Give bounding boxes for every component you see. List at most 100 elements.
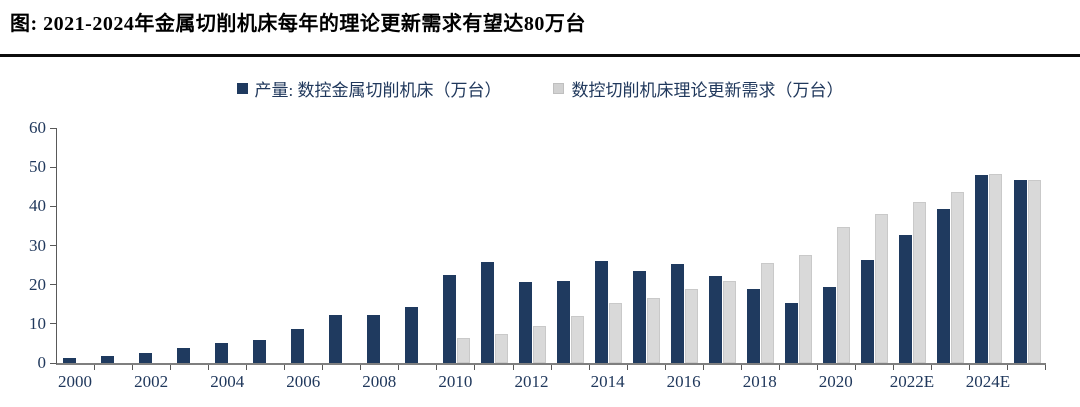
y-axis-label-40: 40 bbox=[29, 196, 46, 216]
legend-label-production: 产量: 数控金属切削机床（万台） bbox=[254, 81, 502, 100]
x-axis-tick-2 bbox=[132, 365, 134, 370]
x-axis-tick-3 bbox=[170, 365, 172, 370]
production-bar-2017 bbox=[709, 276, 723, 363]
production-bar-2004 bbox=[214, 342, 228, 363]
x-axis-tick-18 bbox=[740, 365, 742, 370]
demand-bar-2019 bbox=[799, 255, 813, 363]
demand-bar-2025E bbox=[1027, 179, 1041, 363]
y-axis-tick-10 bbox=[50, 323, 56, 325]
production-bar-2023E bbox=[937, 209, 951, 363]
production-bar-2001 bbox=[100, 356, 114, 363]
x-axis-tick-5 bbox=[246, 365, 248, 370]
production-swatch-icon bbox=[236, 83, 248, 94]
production-bar-2016 bbox=[671, 264, 685, 363]
production-bar-2009 bbox=[404, 306, 418, 363]
title-divider bbox=[0, 54, 1080, 57]
x-axis-tick-13 bbox=[550, 365, 552, 370]
production-bar-2005 bbox=[252, 339, 266, 363]
demand-bar-2020 bbox=[837, 226, 851, 363]
production-bar-2012 bbox=[519, 281, 532, 363]
bar-chart-plot-area bbox=[56, 128, 1046, 365]
production-bar-2020 bbox=[823, 287, 837, 363]
x-axis-label-2024E: 2024E bbox=[965, 372, 1011, 391]
demand-bar-2011 bbox=[494, 333, 508, 363]
x-axis-tick-7 bbox=[322, 365, 324, 370]
x-axis-tick-15 bbox=[626, 365, 628, 370]
demand-swatch-icon bbox=[553, 83, 565, 94]
demand-bar-2010 bbox=[456, 337, 470, 363]
y-axis-tick-20 bbox=[50, 284, 56, 286]
y-axis-label-0: 0 bbox=[37, 353, 47, 372]
y-axis-label-10: 10 bbox=[29, 313, 46, 333]
production-bar-2025E bbox=[1013, 179, 1027, 363]
demand-bar-2017 bbox=[723, 280, 737, 363]
production-bar-2003 bbox=[176, 348, 190, 363]
production-bar-2010 bbox=[442, 275, 456, 363]
x-axis-tick-21 bbox=[854, 365, 856, 370]
x-axis-label-2008: 2008 bbox=[362, 372, 397, 391]
x-axis-tick-16 bbox=[664, 365, 666, 370]
x-axis-tick-6 bbox=[284, 365, 286, 370]
legend-item-demand: 数控切削机床理论更新需求（万台） bbox=[553, 76, 843, 101]
x-axis-label-2012: 2012 bbox=[514, 372, 549, 391]
demand-bar-2013 bbox=[571, 316, 584, 363]
y-axis-label-20: 20 bbox=[29, 274, 46, 294]
demand-bar-2016 bbox=[685, 288, 699, 363]
legend-label-demand: 数控切削机床理论更新需求（万台） bbox=[571, 81, 844, 100]
x-axis-tick-9 bbox=[398, 365, 400, 370]
demand-bar-2015 bbox=[647, 298, 661, 363]
x-axis-label-2006: 2006 bbox=[286, 372, 321, 391]
production-bar-2011 bbox=[480, 262, 494, 363]
x-axis-tick-8 bbox=[360, 365, 362, 370]
production-bar-2013 bbox=[557, 280, 570, 363]
y-axis-label-30: 30 bbox=[29, 235, 46, 255]
x-axis-tick-12 bbox=[512, 365, 514, 370]
y-axis-tick-60 bbox=[50, 127, 56, 129]
production-bar-2019 bbox=[785, 302, 799, 363]
x-axis-tick-24 bbox=[968, 365, 970, 370]
x-axis-tick-26 bbox=[1045, 365, 1046, 370]
x-axis-tick-17 bbox=[702, 365, 704, 370]
x-axis-label-2014: 2014 bbox=[590, 372, 625, 391]
x-axis-label-2004: 2004 bbox=[210, 372, 245, 391]
x-axis-label-2002: 2002 bbox=[134, 372, 169, 391]
demand-bar-2012 bbox=[533, 325, 546, 363]
y-axis-tick-50 bbox=[50, 166, 56, 168]
x-axis-tick-1 bbox=[94, 365, 95, 370]
production-bar-2014 bbox=[595, 261, 609, 363]
production-bar-2024E bbox=[975, 174, 989, 363]
production-bar-2018 bbox=[747, 288, 761, 363]
production-bar-2000 bbox=[62, 357, 76, 363]
production-bar-2007 bbox=[328, 315, 342, 363]
production-bar-2002 bbox=[138, 352, 152, 363]
x-axis-label-2016: 2016 bbox=[666, 372, 701, 391]
demand-bar-2014 bbox=[609, 303, 623, 363]
x-axis-tick-19 bbox=[778, 365, 780, 370]
y-axis-tick-0 bbox=[50, 362, 56, 364]
demand-bar-2018 bbox=[761, 263, 775, 363]
production-bar-2008 bbox=[366, 315, 380, 363]
x-axis-tick-14 bbox=[588, 365, 590, 370]
chart-legend: 产量: 数控金属切削机床（万台） 数控切削机床理论更新需求（万台） bbox=[0, 76, 1080, 101]
x-axis-tick-11 bbox=[474, 365, 476, 370]
y-axis-label-50: 50 bbox=[29, 157, 46, 177]
x-axis-tick-25 bbox=[1007, 365, 1008, 370]
x-axis-tick-10 bbox=[436, 365, 438, 370]
demand-bar-2021 bbox=[875, 214, 889, 363]
production-bar-2015 bbox=[633, 271, 647, 363]
demand-bar-2022E bbox=[913, 202, 927, 363]
y-axis-tick-30 bbox=[50, 245, 56, 246]
production-bar-2022E bbox=[899, 235, 913, 363]
x-axis-label-2022E: 2022E bbox=[889, 372, 935, 391]
x-axis-label-2020: 2020 bbox=[818, 372, 853, 391]
x-axis-label-2000: 2000 bbox=[58, 372, 92, 391]
x-axis-tick-23 bbox=[930, 365, 932, 370]
production-bar-2006 bbox=[290, 329, 304, 363]
figure-title: 图: 2021-2024年金属切削机床每年的理论更新需求有望达80万台 bbox=[10, 13, 586, 35]
demand-bar-2023E bbox=[951, 192, 965, 363]
x-axis-tick-22 bbox=[892, 365, 894, 370]
production-bar-2021 bbox=[861, 260, 875, 363]
y-axis-tick-40 bbox=[50, 205, 56, 207]
legend-item-production: 产量: 数控金属切削机床（万台） bbox=[236, 76, 502, 101]
